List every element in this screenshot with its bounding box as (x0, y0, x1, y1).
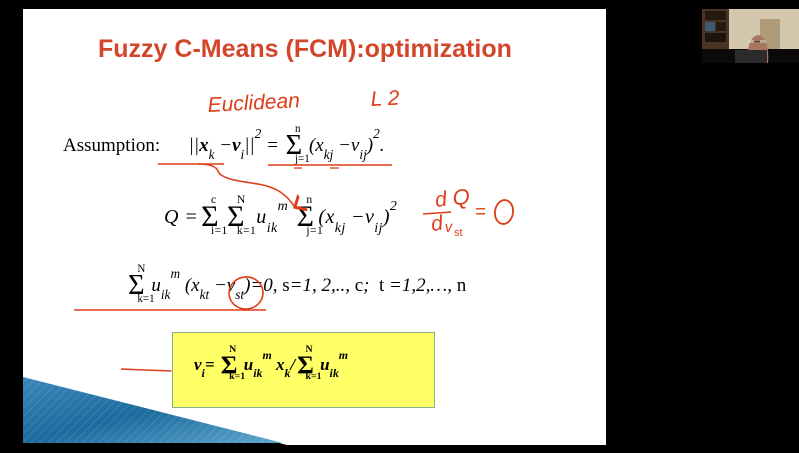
svg-text:d: d (433, 187, 449, 212)
svg-text:Q: Q (452, 184, 470, 210)
svg-text:st: st (454, 227, 463, 239)
svg-text:L 2: L 2 (370, 86, 400, 110)
svg-text:=: = (475, 202, 486, 223)
svg-text:v: v (444, 219, 454, 236)
svg-text:Euclidean: Euclidean (207, 89, 300, 117)
svg-text:d: d (429, 211, 445, 236)
